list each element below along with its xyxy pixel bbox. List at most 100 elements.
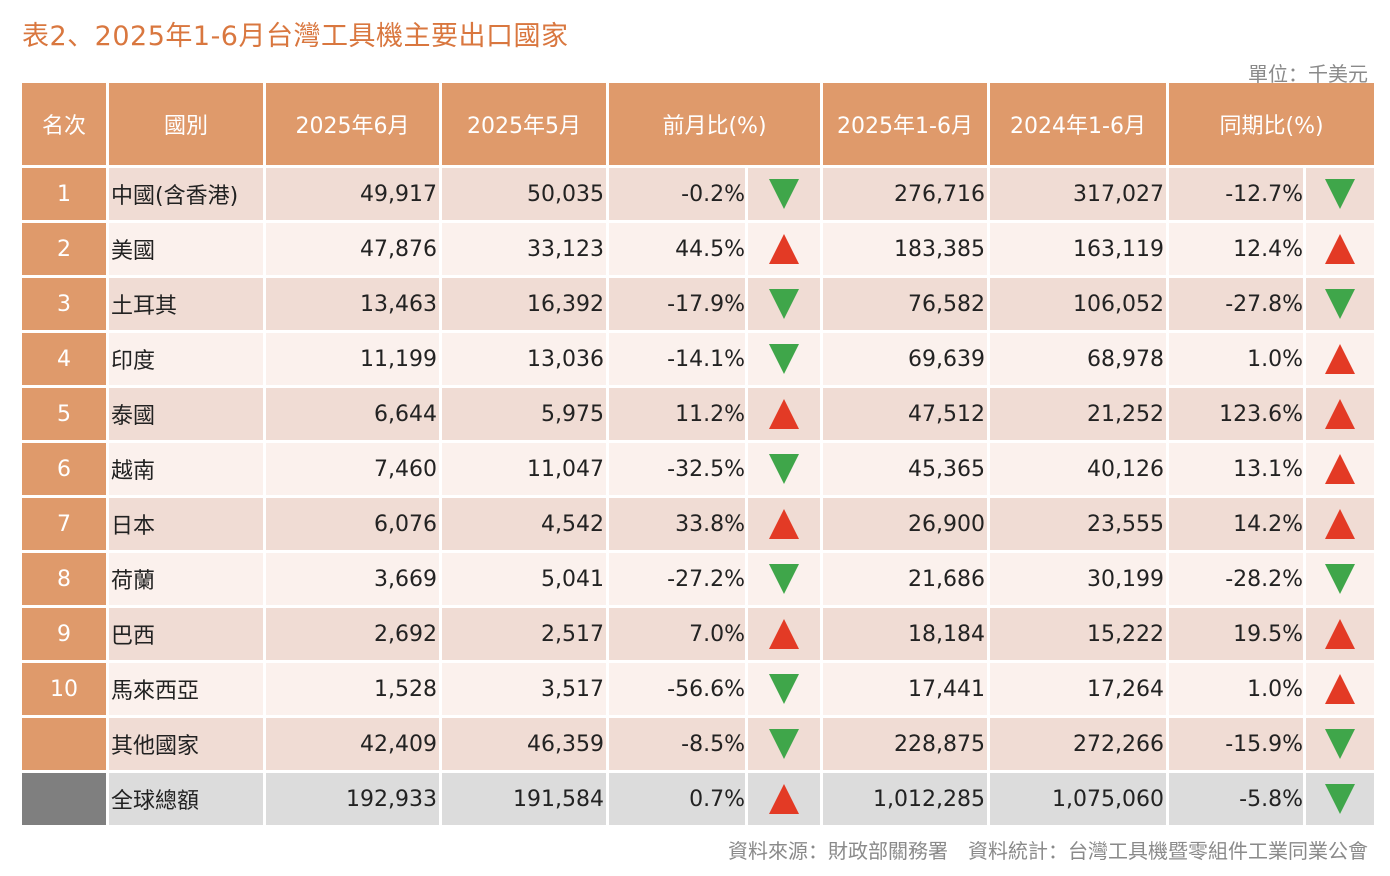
mom-arrow-cell [748, 663, 821, 715]
table-row: 8 荷蘭 3,669 5,041 -27.2% 21,686 30,199 -28.2% [22, 553, 1375, 605]
mom-arrow-cell [748, 223, 821, 275]
jun-value-cell: 2,692 [266, 608, 439, 660]
mom-arrow-cell [748, 388, 821, 440]
ytd24-value-cell: 272,266 [990, 718, 1167, 770]
export-table: 名次 國別 2025年6月 2025年5月 前月比(%) 2025年1-6月 2… [19, 80, 1377, 828]
triangle-down-icon [769, 179, 799, 209]
jun-value-cell: 47,876 [266, 223, 439, 275]
country-cell: 中國(含香港) [109, 168, 263, 220]
rank-cell: 9 [22, 608, 106, 660]
table-row: 5 泰國 6,644 5,975 11.2% 47,512 21,252 123.6% [22, 388, 1375, 440]
mom-arrow-cell [748, 333, 821, 385]
table-body: 1 中國(含香港) 49,917 50,035 -0.2% 276,716 317,027-… [22, 168, 1375, 825]
country-cell: 印度 [109, 333, 263, 385]
mom-arrow-cell [748, 773, 821, 825]
country-cell: 土耳其 [109, 278, 263, 330]
country-cell: 美國 [109, 223, 263, 275]
ytd25-value-cell: 276,716 [823, 168, 988, 220]
header-row: 名次 國別 2025年6月 2025年5月 前月比(%) 2025年1-6月 2… [22, 83, 1375, 165]
mom-pct-cell: -27.2% [609, 553, 745, 605]
may-value-cell: 3,517 [442, 663, 606, 715]
ytd24-value-cell: 17,264 [990, 663, 1167, 715]
may-value-cell: 11,047 [442, 443, 606, 495]
yoy-pct-cell: 1.0% [1169, 333, 1304, 385]
jun-value-cell: 192,933 [266, 773, 439, 825]
rank-cell: 8 [22, 553, 106, 605]
jun-value-cell: 49,917 [266, 168, 439, 220]
ytd24-value-cell: 68,978 [990, 333, 1167, 385]
ytd24-value-cell: 21,252 [990, 388, 1167, 440]
jun-value-cell: 6,076 [266, 498, 439, 550]
jun-value-cell: 13,463 [266, 278, 439, 330]
rank-cell: 1 [22, 168, 106, 220]
table-row: 4 印度 11,199 13,036 -14.1% 69,639 68,978 1.0% [22, 333, 1375, 385]
rank-cell: 5 [22, 388, 106, 440]
ytd24-value-cell: 23,555 [990, 498, 1167, 550]
unit-label: 單位：千美元 [1248, 62, 1368, 86]
yoy-pct-cell: -5.8% [1169, 773, 1304, 825]
ytd25-value-cell: 228,875 [823, 718, 988, 770]
ytd24-value-cell: 163,119 [990, 223, 1167, 275]
yoy-arrow-cell [1306, 553, 1375, 605]
country-cell: 越南 [109, 443, 263, 495]
ytd24-value-cell: 1,075,060 [990, 773, 1167, 825]
yoy-pct-cell: 14.2% [1169, 498, 1304, 550]
may-value-cell: 4,542 [442, 498, 606, 550]
mom-pct-cell: 7.0% [609, 608, 745, 660]
rank-cell: 6 [22, 443, 106, 495]
yoy-pct-cell: 12.4% [1169, 223, 1304, 275]
may-value-cell: 5,975 [442, 388, 606, 440]
mom-pct-cell: -8.5% [609, 718, 745, 770]
header-ytd24: 2024年1-6月 [990, 83, 1167, 165]
triangle-down-icon [1325, 564, 1356, 594]
mom-arrow-cell [748, 168, 821, 220]
triangle-up-icon [1325, 619, 1356, 649]
may-value-cell: 50,035 [442, 168, 606, 220]
yoy-pct-cell: -28.2% [1169, 553, 1304, 605]
mom-arrow-cell [748, 718, 821, 770]
mom-arrow-cell [748, 608, 821, 660]
country-cell: 巴西 [109, 608, 263, 660]
table-row: 2 美國 47,876 33,123 44.5% 183,385 163,119 12.4% [22, 223, 1375, 275]
mom-pct-cell: -14.1% [609, 333, 745, 385]
jun-value-cell: 7,460 [266, 443, 439, 495]
rank-cell: 10 [22, 663, 106, 715]
may-value-cell: 13,036 [442, 333, 606, 385]
may-value-cell: 33,123 [442, 223, 606, 275]
yoy-pct-cell: -15.9% [1169, 718, 1304, 770]
header-mom: 前月比(%) [609, 83, 821, 165]
table-title: 表2、2025年1-6月台灣工具機主要出口國家 [22, 21, 569, 52]
triangle-down-icon [769, 674, 799, 704]
jun-value-cell: 42,409 [266, 718, 439, 770]
mom-pct-cell: -32.5% [609, 443, 745, 495]
mom-pct-cell: -56.6% [609, 663, 745, 715]
yoy-arrow-cell [1306, 663, 1375, 715]
yoy-arrow-cell [1306, 278, 1375, 330]
triangle-up-icon [1325, 674, 1356, 704]
ytd25-value-cell: 17,441 [823, 663, 988, 715]
header-ytd25: 2025年1-6月 [823, 83, 988, 165]
ytd24-value-cell: 40,126 [990, 443, 1167, 495]
table-row: 7 日本 6,076 4,542 33.8% 26,900 23,555 14.2% [22, 498, 1375, 550]
country-cell: 泰國 [109, 388, 263, 440]
country-cell: 全球總額 [109, 773, 263, 825]
triangle-up-icon [1325, 399, 1356, 429]
yoy-pct-cell: 123.6% [1169, 388, 1304, 440]
ytd25-value-cell: 18,184 [823, 608, 988, 660]
country-cell: 馬來西亞 [109, 663, 263, 715]
table-row: 9 巴西 2,692 2,517 7.0% 18,184 15,222 19.5% [22, 608, 1375, 660]
table-row: 6 越南 7,460 11,047 -32.5% 45,365 40,126 13.1% [22, 443, 1375, 495]
yoy-arrow-cell [1306, 388, 1375, 440]
table-row: 其他國家 42,409 46,359 -8.5% 228,875 272,266 -15.9… [22, 718, 1375, 770]
mom-arrow-cell [748, 443, 821, 495]
yoy-pct-cell: -12.7% [1169, 168, 1304, 220]
triangle-up-icon [1325, 344, 1356, 374]
ytd24-value-cell: 317,027 [990, 168, 1167, 220]
yoy-arrow-cell [1306, 333, 1375, 385]
triangle-up-icon [1325, 454, 1356, 484]
triangle-down-icon [1325, 179, 1356, 209]
triangle-up-icon [769, 619, 799, 649]
triangle-up-icon [769, 399, 799, 429]
mom-pct-cell: 33.8% [609, 498, 745, 550]
rank-cell: 2 [22, 223, 106, 275]
